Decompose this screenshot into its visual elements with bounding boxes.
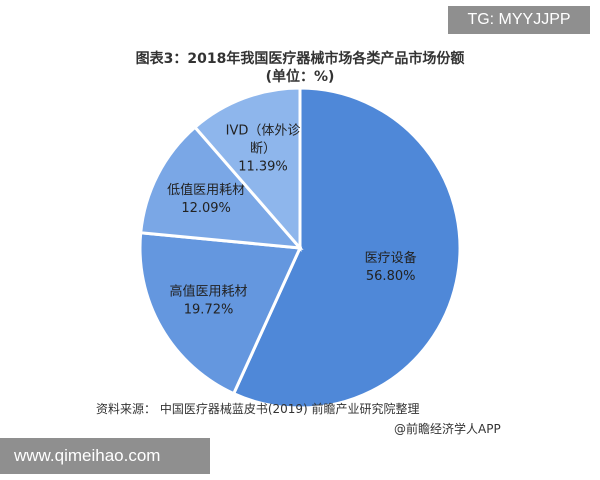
chart-title: 图表3：2018年我国医疗器械市场各类产品市场份额 (135, 51, 465, 67)
slice-category-label-high-value-consumables: 高值医用耗材 (170, 283, 248, 299)
slice-value-label-high-value-consumables: 19.72% (184, 302, 234, 317)
chart-subtitle: (单位：%) (265, 69, 335, 85)
site-watermark: www.qimeihao.com (0, 438, 210, 474)
slice-category-label-medical-equipment: 医疗设备 (365, 250, 417, 266)
pie-slice-ivd (192, 86, 302, 253)
pie-slice-medical-equipment (231, 86, 462, 410)
pie-slice-low-value-consumables (139, 125, 304, 250)
credit-note: @前瞻经济学人APP (394, 422, 501, 436)
slice-value-label-low-value-consumables: 12.09% (181, 201, 231, 216)
slice-category-label-ivd: IVD（体外诊 (226, 124, 301, 139)
slice-value-label-medical-equipment: 56.80% (366, 269, 416, 284)
slice-category-label-ivd: 断） (250, 142, 276, 157)
slice-value-label-ivd: 11.39% (238, 160, 288, 175)
tg-watermark: TG: MYYJJPP (448, 6, 590, 34)
source-note: 资料来源： 中国医疗器械蓝皮书(2019) 前瞻产业研究院整理 (96, 402, 420, 416)
slice-category-label-low-value-consumables: 低值医用耗材 (167, 182, 245, 198)
pie-slice-high-value-consumables (138, 231, 303, 396)
